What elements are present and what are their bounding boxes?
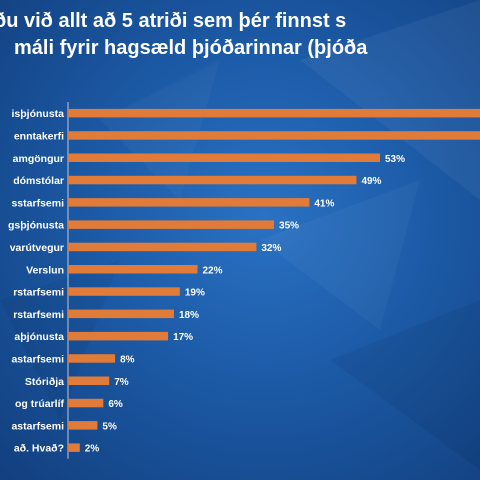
category-label-5: gsþjónusta	[8, 220, 64, 232]
category-label-4: sstarfsemi	[11, 197, 64, 209]
value-label-11: 8%	[120, 354, 135, 365]
bar-13	[68, 398, 104, 408]
bar-15	[68, 443, 80, 452]
value-label-8: 19%	[185, 288, 205, 299]
value-label-5: 35%	[279, 221, 299, 232]
category-label-3: dómstólar	[13, 175, 64, 187]
category-label-13: og trúarlíf	[15, 398, 65, 410]
category-label-14: astarfsemi	[11, 420, 64, 432]
category-label-15: að. Hvað?	[14, 443, 64, 455]
bar-9	[68, 309, 174, 319]
category-label-9: rstarfsemi	[13, 309, 64, 321]
bar-12	[68, 376, 110, 385]
bar-7	[68, 265, 198, 274]
bar-11	[68, 354, 116, 363]
chart-title: ðu við allt að 5 atriði sem þér finnst s…	[0, 8, 480, 62]
bar-0	[68, 108, 480, 118]
bar-3	[68, 175, 357, 185]
value-label-4: 41%	[314, 198, 334, 209]
category-label-6: varútvegur	[10, 242, 64, 254]
bar-10	[68, 331, 169, 341]
value-label-2: 53%	[385, 154, 405, 165]
value-label-15: 2%	[85, 444, 100, 455]
category-label-1: enntakerfi	[14, 130, 64, 142]
bar-8	[68, 287, 180, 296]
category-label-2: amgöngur	[13, 153, 64, 165]
bar-6	[68, 242, 257, 252]
bar-14	[68, 421, 98, 430]
category-label-12: Stóriðja	[25, 376, 64, 388]
title-line-1: ðu við allt að 5 atriði sem þér finnst s	[0, 10, 347, 32]
value-label-14: 5%	[102, 421, 117, 432]
category-label-11: astarfsemi	[11, 353, 64, 365]
value-label-12: 7%	[114, 377, 129, 388]
category-label-8: rstarfsemi	[13, 287, 64, 299]
bar-1	[68, 131, 480, 140]
value-label-13: 6%	[108, 399, 123, 410]
category-label-7: Verslun	[26, 264, 64, 276]
category-label-0: isþjónusta	[11, 108, 64, 120]
bar-5	[68, 220, 275, 229]
bar-2	[68, 153, 380, 162]
bar-4	[68, 198, 310, 207]
value-label-3: 49%	[361, 176, 381, 187]
category-label-10: aþjónusta	[14, 331, 64, 343]
value-label-7: 22%	[203, 265, 223, 276]
value-label-9: 18%	[179, 310, 199, 321]
value-label-10: 17%	[173, 332, 193, 343]
title-line-2: máli fyrir hagsæld þjóðarinnar (þjóða	[14, 37, 368, 59]
value-label-6: 32%	[261, 243, 281, 254]
